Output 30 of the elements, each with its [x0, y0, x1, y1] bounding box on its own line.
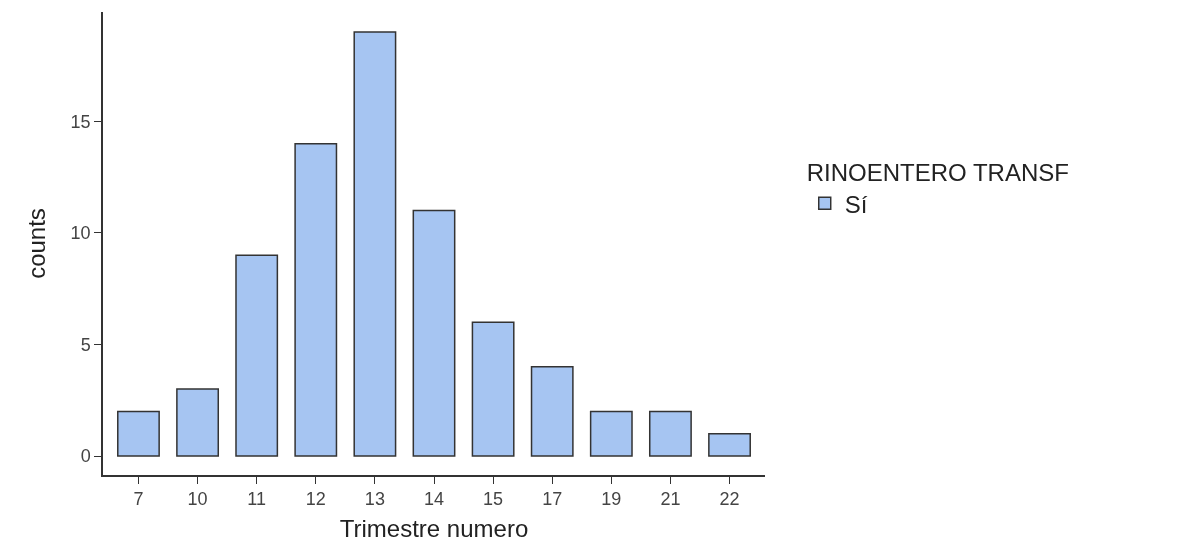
y-axis-title: counts [23, 208, 51, 279]
bar [589, 410, 633, 457]
x-tick-label: 19 [601, 489, 622, 510]
x-axis-title: Trimestre numero [339, 515, 529, 543]
x-tick-label: 12 [305, 489, 326, 510]
bar [117, 410, 160, 457]
legend-label: Sí [844, 190, 868, 218]
bar [176, 388, 220, 457]
y-tick-label: 5 [80, 334, 91, 355]
bar [235, 254, 279, 457]
y-tick-label: 15 [70, 111, 91, 132]
legend-title: RINOENTERO TRANSF [806, 159, 1069, 187]
bar [530, 366, 574, 457]
x-tick-label: 22 [719, 489, 740, 510]
y-tick-label: 0 [80, 446, 91, 467]
x-tick-label: 7 [133, 489, 144, 510]
bar [471, 321, 515, 457]
x-tick-label: 17 [542, 489, 563, 510]
bar [708, 432, 751, 457]
x-tick-label: 11 [247, 489, 267, 510]
bar [294, 142, 338, 457]
bar [648, 410, 692, 457]
bar [412, 209, 456, 457]
x-tick-label: 21 [660, 489, 681, 510]
x-tick-label: 13 [364, 489, 385, 510]
x-tick-label: 15 [483, 489, 504, 510]
y-tick-label: 10 [70, 223, 91, 244]
bar [353, 31, 397, 457]
x-tick-label: 14 [423, 489, 445, 510]
x-tick-label: 10 [187, 489, 208, 510]
